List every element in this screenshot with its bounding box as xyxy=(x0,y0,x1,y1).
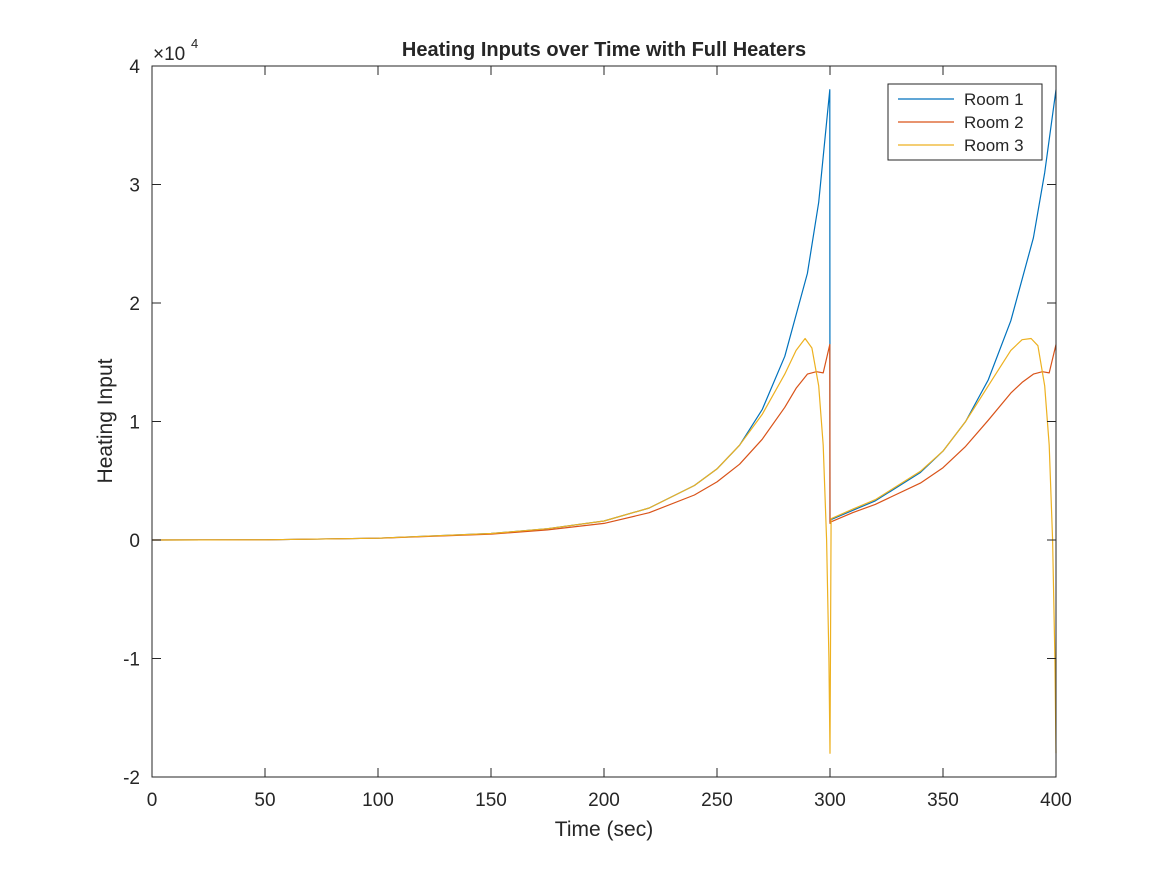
y-tick-label: 4 xyxy=(129,57,140,78)
y-exponent-label: ×10 4 xyxy=(153,36,198,65)
series-lines xyxy=(151,89,1057,754)
chart-title: Heating Inputs over Time with Full Heate… xyxy=(402,39,806,61)
x-tick-label: 250 xyxy=(701,790,733,811)
y-tick-label: -1 xyxy=(123,650,140,671)
legend-label-1: Room 1 xyxy=(964,90,1024,109)
y-exponent-mantissa: ×10 xyxy=(153,44,185,65)
legend-label-2: Room 2 xyxy=(964,113,1024,132)
y-tick-label: 3 xyxy=(129,176,140,197)
y-tick-label: 1 xyxy=(129,413,140,434)
plot-area: 0 50 100 150 200 250 300 350 400 -2 -1 0 1 2 3 4 xyxy=(123,57,1072,811)
y-tick-label: -2 xyxy=(123,768,140,789)
x-tick-label: 200 xyxy=(588,790,620,811)
x-tick-label: 150 xyxy=(475,790,507,811)
legend: Room 1 Room 2 Room 3 xyxy=(887,83,1043,161)
series-line-2 xyxy=(151,343,1057,541)
x-tick-label: 0 xyxy=(147,790,158,811)
y-exponent-power: 4 xyxy=(191,36,198,51)
x-tick-label: 50 xyxy=(254,790,275,811)
y-axis-ticks: -2 -1 0 1 2 3 4 xyxy=(123,57,1056,789)
y-axis-title: Heating Input xyxy=(94,358,117,483)
y-tick-label: 2 xyxy=(129,294,140,315)
y-tick-label: 0 xyxy=(129,531,140,552)
plot-background xyxy=(152,66,1056,777)
x-tick-label: 300 xyxy=(814,790,846,811)
x-tick-label: 400 xyxy=(1040,790,1072,811)
series-line-3 xyxy=(151,337,1057,754)
x-tick-label: 350 xyxy=(927,790,959,811)
legend-label-3: Room 3 xyxy=(964,136,1024,155)
x-tick-label: 100 xyxy=(362,790,394,811)
x-axis-title: Time (sec) xyxy=(555,818,653,841)
x-axis-ticks: 0 50 100 150 200 250 300 350 400 xyxy=(147,66,1072,811)
